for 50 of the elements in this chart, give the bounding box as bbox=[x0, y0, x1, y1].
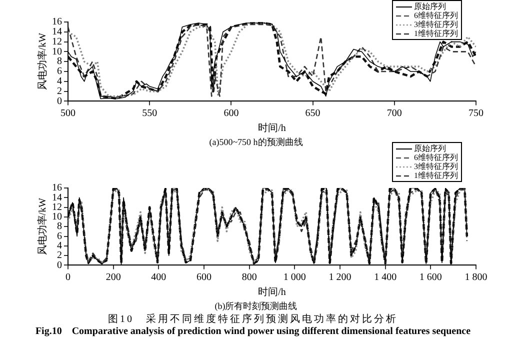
x-tick-label: 650 bbox=[305, 108, 320, 119]
legend-label: 6维特征序列 bbox=[414, 11, 458, 20]
y-axis-title: 风电功率/kW bbox=[36, 32, 49, 90]
x-tick-label: 750 bbox=[468, 108, 484, 119]
x-tick-label: 200 bbox=[106, 272, 121, 283]
y-tick-label: 16 bbox=[52, 182, 62, 194]
legend-label: 原始序列 bbox=[414, 2, 446, 11]
x-tick-label: 1 800 bbox=[464, 272, 488, 283]
y-tick-label: 8 bbox=[57, 56, 62, 68]
y-tick-label: 10 bbox=[52, 46, 62, 58]
x-tick-label: 400 bbox=[151, 272, 166, 283]
y-tick-label: 2 bbox=[57, 250, 62, 262]
y-tick-label: 10 bbox=[52, 212, 62, 223]
caption: Fig.10 Comparative analysis of prediction wind power using different dimensional features sequence bbox=[34, 326, 472, 338]
x-tick-label: 1 200 bbox=[328, 272, 352, 283]
y-tick-label: 14 bbox=[52, 26, 62, 38]
legend-label: 3维特征序列 bbox=[414, 162, 458, 171]
y-tick-label: 12 bbox=[52, 36, 62, 48]
legend-label: 3维特征序列 bbox=[414, 20, 458, 29]
x-tick-label: 800 bbox=[242, 272, 257, 283]
y-tick-label: 14 bbox=[52, 192, 62, 204]
y-tick-label: 0 bbox=[57, 260, 62, 271]
text: (a)500~750 h的预测曲线 bbox=[209, 136, 303, 147]
legend-label: 1维特征序列 bbox=[414, 171, 458, 180]
x-axis-title: 时间/h bbox=[258, 122, 286, 134]
x-tick-label: 550 bbox=[142, 108, 158, 119]
legend-label: 1维特征序列 bbox=[414, 29, 458, 38]
x-tick-label: 500 bbox=[60, 108, 76, 119]
y-tick-label: 4 bbox=[57, 76, 62, 88]
y-tick-label: 6 bbox=[57, 66, 62, 78]
y-tick-label: 6 bbox=[57, 230, 62, 242]
x-tick-label: 1 600 bbox=[419, 272, 442, 283]
caption: 图10 采用不同维度特征序列预测风电功率的对比分析 bbox=[107, 314, 399, 326]
x-tick-label: 600 bbox=[224, 108, 239, 119]
x-axis-title: 时间/h bbox=[258, 286, 286, 298]
y-tick-label: 16 bbox=[52, 16, 62, 28]
legend-label: 原始序列 bbox=[414, 144, 446, 153]
x-tick-label: 600 bbox=[196, 272, 212, 283]
x-tick-label: 1 000 bbox=[283, 272, 306, 283]
y-tick-label: 4 bbox=[57, 240, 62, 252]
x-tick-label: 0 bbox=[66, 272, 70, 283]
y-tick-label: 0 bbox=[57, 96, 62, 107]
legend-label: 6维特征序列 bbox=[414, 153, 458, 162]
x-tick-label: 700 bbox=[386, 108, 402, 119]
y-axis-title: 风电功率/kW bbox=[36, 197, 49, 256]
text: (b)所有时刻预测曲线 bbox=[214, 300, 298, 311]
x-tick-label: 1 400 bbox=[374, 272, 397, 283]
y-tick-label: 2 bbox=[57, 86, 62, 97]
y-tick-label: 12 bbox=[52, 202, 62, 213]
y-tick-label: 8 bbox=[57, 221, 62, 232]
